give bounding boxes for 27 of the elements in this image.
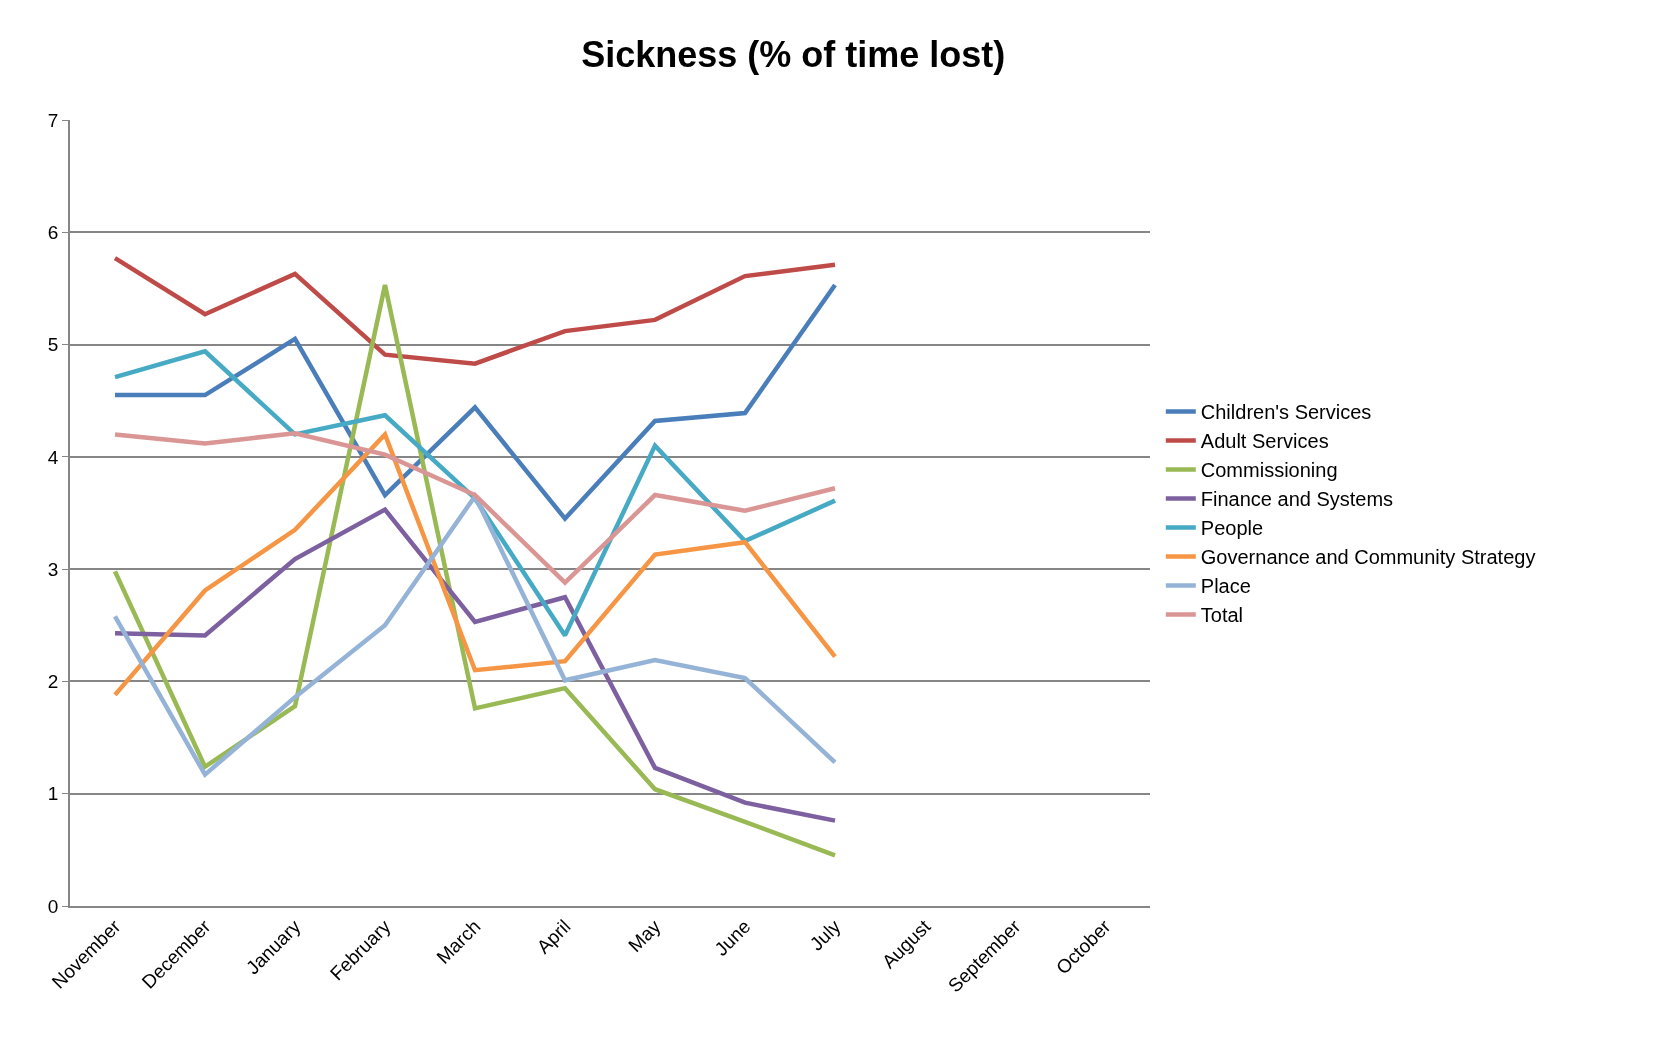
x-tick-label: July [805, 915, 845, 955]
y-tick-label: 4 [47, 446, 59, 468]
y-tick-label: 5 [47, 334, 59, 356]
legend-label: Children's Services [1200, 401, 1372, 424]
line-series [112, 255, 838, 366]
line-series [112, 432, 838, 698]
legend-label: Commissioning [1200, 459, 1338, 482]
line-series [112, 431, 838, 585]
legend-label: Adult Services [1200, 430, 1329, 453]
chart-title: Sickness (% of time lost) [581, 34, 1006, 76]
y-tick-label: 6 [47, 221, 59, 243]
x-tick-label: May [624, 915, 665, 956]
legend-label: Governance and Community Strategy [1200, 546, 1536, 569]
legend-label: People [1200, 517, 1264, 540]
legend-label: Total [1200, 604, 1244, 627]
y-tick-label: 1 [47, 783, 59, 805]
legend-label: Place [1200, 575, 1251, 598]
line-series [112, 493, 838, 777]
line-series [112, 507, 838, 823]
y-tick-label: 3 [47, 558, 59, 580]
line-series [112, 282, 838, 858]
y-tick-label: 0 [47, 895, 59, 917]
line-series [112, 349, 838, 638]
legend-label: Finance and Systems [1200, 488, 1394, 511]
line-series [112, 282, 838, 521]
y-tick-label: 7 [47, 109, 59, 131]
y-tick-label: 2 [47, 671, 59, 693]
